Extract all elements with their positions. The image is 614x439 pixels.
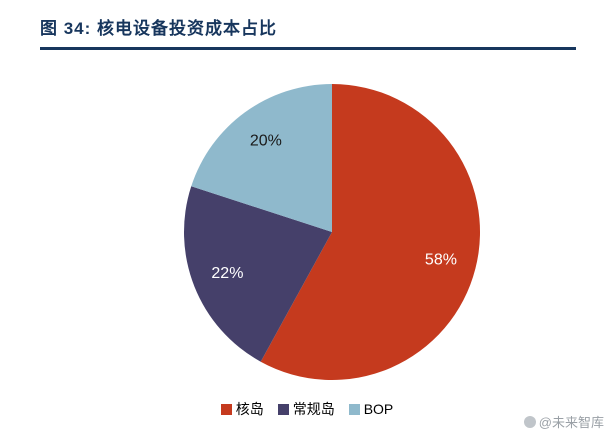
legend-swatch — [277, 403, 289, 415]
pie-data-label: 20% — [250, 133, 282, 150]
pie-slice-conventional-island — [183, 186, 332, 362]
watermark-logo-icon — [523, 415, 536, 428]
pie-data-label: 58% — [425, 251, 457, 268]
title-underline — [40, 47, 576, 50]
pie-chart: 58% 22% 20% — [183, 84, 481, 380]
chart-legend: 核岛 常规岛 BOP — [0, 399, 614, 419]
legend-item-nuclear-island: 核岛 — [220, 399, 264, 419]
watermark: @未来智库 — [523, 412, 604, 431]
pie-slice-bop — [191, 84, 332, 232]
legend-item-conventional-island: 常规岛 — [277, 399, 335, 419]
pie-chart-container: 58% 22% 20% — [182, 82, 482, 382]
watermark-text: @未来智库 — [538, 415, 604, 430]
pie-data-label: 22% — [211, 265, 243, 282]
legend-swatch — [348, 403, 360, 415]
legend-label: BOP — [363, 401, 394, 417]
figure-header: 图 34: 核电设备投资成本占比 — [0, 0, 614, 50]
figure-title: 图 34: 核电设备投资成本占比 — [40, 19, 278, 38]
legend-label: 常规岛 — [292, 401, 335, 417]
legend-swatch — [220, 403, 232, 415]
legend-label: 核岛 — [235, 401, 264, 417]
legend-item-bop: BOP — [348, 401, 394, 417]
pie-slice-nuclear-island — [260, 84, 481, 380]
